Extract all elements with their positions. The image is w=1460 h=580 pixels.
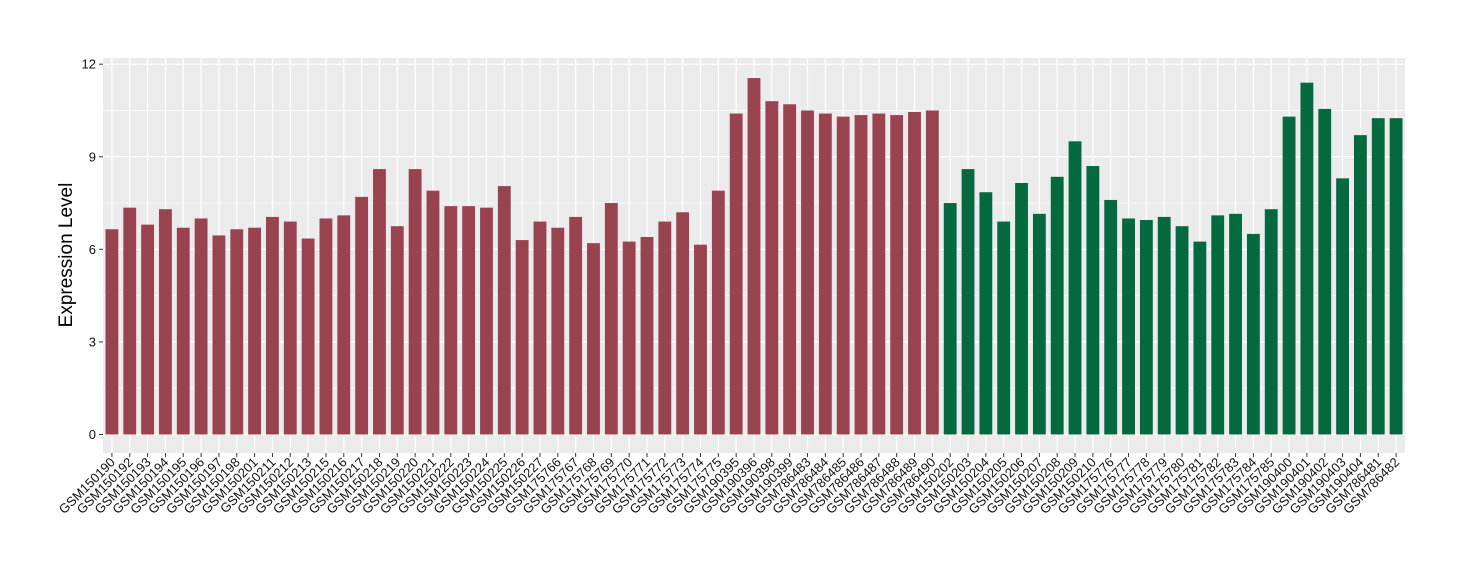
y-tick-label: 3 — [89, 334, 96, 349]
bar — [1193, 241, 1207, 435]
bar — [1264, 209, 1278, 435]
bar — [1122, 218, 1135, 435]
bar — [1139, 220, 1153, 435]
bar — [747, 78, 761, 435]
bar — [818, 113, 832, 435]
bar — [159, 209, 172, 435]
bar — [658, 221, 672, 435]
bar — [1157, 216, 1171, 435]
bar — [1050, 176, 1064, 435]
y-axis-title: Expression Level — [56, 183, 77, 328]
bar — [1336, 178, 1349, 435]
bar — [1282, 116, 1296, 435]
bar — [890, 115, 904, 435]
bars-layer — [105, 78, 1403, 435]
bar — [1353, 135, 1367, 435]
bar — [515, 240, 529, 435]
bar — [943, 203, 957, 435]
bar — [640, 236, 654, 435]
bar — [1318, 108, 1332, 435]
y-tick-label: 6 — [89, 242, 96, 257]
y-axis: 0 3 6 9 12 — [82, 57, 103, 442]
bar — [408, 169, 422, 435]
bar — [480, 207, 493, 435]
bar — [355, 196, 369, 435]
bar — [676, 212, 690, 435]
bar — [283, 221, 297, 435]
bar — [569, 216, 583, 435]
bar — [176, 227, 190, 435]
bar — [1371, 118, 1385, 435]
bar — [1300, 82, 1314, 435]
bar — [1175, 226, 1189, 435]
bar — [1246, 233, 1260, 435]
bar — [248, 227, 262, 435]
bar — [908, 112, 921, 435]
bar — [979, 192, 993, 435]
bar — [604, 203, 618, 435]
bar — [390, 226, 404, 435]
bar — [836, 116, 850, 435]
bar — [1015, 182, 1028, 435]
bar — [123, 207, 137, 435]
bar — [622, 241, 636, 435]
bar — [497, 186, 511, 435]
bar — [1104, 199, 1118, 435]
bar — [194, 218, 208, 435]
bar — [105, 229, 119, 435]
bar — [854, 115, 868, 435]
bar — [301, 238, 315, 435]
bar — [694, 244, 707, 435]
bar — [426, 190, 440, 435]
bar — [587, 243, 600, 435]
y-tick-label: 12 — [82, 57, 96, 72]
bar — [961, 169, 975, 435]
y-tick-label: 9 — [89, 149, 96, 164]
bar — [337, 215, 351, 435]
bar — [212, 235, 226, 435]
bar — [801, 110, 814, 435]
bar — [1068, 141, 1082, 435]
bar — [872, 113, 886, 435]
bar — [1211, 215, 1225, 435]
bar — [266, 216, 279, 435]
bar — [462, 206, 476, 435]
bar — [765, 101, 779, 435]
bar — [729, 113, 743, 435]
bar — [444, 206, 458, 435]
bar — [373, 169, 386, 435]
bar — [783, 104, 797, 435]
bar — [711, 190, 725, 435]
bar — [551, 227, 565, 435]
bar — [1389, 118, 1403, 435]
x-axis: GSM150190GSM150192GSM150193GSM150194GSM1… — [56, 453, 1402, 517]
bar — [319, 218, 333, 435]
bar — [230, 229, 244, 435]
bar — [1229, 213, 1242, 435]
bar — [141, 224, 155, 435]
bar — [1086, 166, 1100, 435]
y-tick-label: 0 — [89, 427, 96, 442]
bar — [925, 110, 939, 435]
bar — [997, 221, 1011, 435]
bar — [533, 221, 547, 435]
bar — [1032, 213, 1046, 435]
